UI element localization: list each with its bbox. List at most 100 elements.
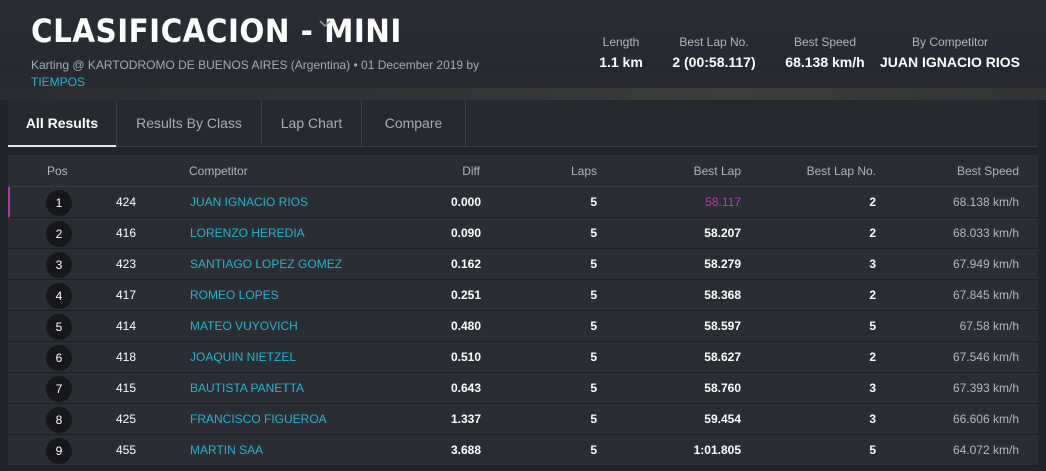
page-title: CLASIFICACION - MINI — [31, 12, 402, 50]
diff-value: 0.251 — [450, 288, 481, 302]
competitor-name[interactable]: SANTIAGO LOPEZ GOMEZ — [190, 257, 343, 271]
competitor-name[interactable]: FRANCISCO FIGUEROA — [190, 412, 327, 426]
best-speed-value: 66.606 km/h — [952, 412, 1019, 426]
stat-value: 2 (00:58.117) — [672, 54, 756, 70]
best-speed-value: 67.845 km/h — [952, 288, 1019, 302]
organizer-link[interactable]: TIEMPOS — [31, 75, 86, 89]
best-lap-value: 58.597 — [704, 319, 741, 333]
diff-value: 0.643 — [450, 381, 481, 395]
best-lap-value: 58.207 — [704, 226, 741, 240]
title-wrap: CLASIFICACION - MINI — [31, 12, 434, 50]
position-badge: 5 — [46, 314, 72, 340]
diff-value: 0.162 — [450, 257, 481, 271]
position-badge: 4 — [46, 283, 72, 309]
table-body: 1 424 JUAN IGNACIO RIOS 0.000 5 58.117 2 68.138… — [8, 187, 1038, 466]
stat-value: 1.1 km — [599, 54, 643, 70]
competitor-name[interactable]: BAUTISTA PANETTA — [190, 381, 305, 395]
kart-number: 423 — [116, 257, 137, 271]
competitor-name[interactable]: LORENZO HEREDIA — [190, 226, 305, 240]
table-header: Pos Competitor Diff Laps Best Lap Best L… — [8, 155, 1038, 187]
kart-number: 418 — [116, 350, 137, 364]
results-table: Pos Competitor Diff Laps Best Lap Best L… — [8, 155, 1038, 466]
stat-label: Best Speed — [793, 35, 857, 49]
laps-value: 5 — [590, 195, 597, 209]
position-badge: 6 — [46, 345, 72, 371]
header-best-lap[interactable]: Best Lap — [693, 164, 741, 178]
laps-value: 5 — [590, 350, 597, 364]
table-row[interactable]: 7 415 BAUTISTA PANETTA 0.643 5 58.760 3 67.393 … — [8, 373, 1038, 404]
competitor-name[interactable]: JUAN IGNACIO RIOS — [190, 195, 309, 209]
best-lap-no-value: 5 — [869, 319, 876, 333]
header-diff[interactable]: Diff — [462, 164, 480, 178]
table-row[interactable]: 9 455 MARTIN SAA 3.688 5 1:01.805 5 64.072 km/h — [8, 435, 1038, 466]
best-speed-value: 68.033 km/h — [952, 226, 1019, 240]
stat-value: 68.138 km/h — [785, 54, 865, 70]
best-lap-no-value: 2 — [869, 288, 876, 302]
competitor-name[interactable]: MARTIN SAA — [190, 443, 264, 457]
laps-value: 5 — [590, 226, 597, 240]
tab-all-results[interactable]: All Results — [8, 100, 117, 147]
competitor-name[interactable]: ROMEO LOPES — [190, 288, 279, 302]
best-lap-value: 58.368 — [704, 288, 741, 302]
diff-value: 0.480 — [450, 319, 481, 333]
tab-lap-chart[interactable]: Lap Chart — [262, 100, 362, 147]
header-best-speed[interactable]: Best Speed — [956, 164, 1019, 178]
diff-value: 1.337 — [450, 412, 481, 426]
laps-value: 5 — [590, 381, 597, 395]
best-lap-value: 58.279 — [704, 257, 741, 271]
kart-number: 415 — [116, 381, 137, 395]
best-speed-value: 68.138 km/h — [952, 195, 1019, 209]
best-lap-value: 58.627 — [704, 350, 741, 364]
header-best-lap-no[interactable]: Best Lap No. — [806, 164, 876, 178]
best-lap-no-value: 2 — [869, 195, 876, 209]
best-lap-no-value: 2 — [869, 226, 876, 240]
stat-best-speed: Best Speed 68.138 km/h — [775, 34, 875, 71]
event-subtitle: Karting @ KARTODROMO DE BUENOS AIRES (Ar… — [31, 57, 531, 91]
kart-number: 414 — [116, 319, 137, 333]
table-row[interactable]: 2 416 LORENZO HEREDIA 0.090 5 58.207 2 68.033 k… — [8, 218, 1038, 249]
stat-best-lap-no: Best Lap No. 2 (00:58.117) — [659, 34, 769, 71]
best-speed-value: 67.546 km/h — [952, 350, 1019, 364]
kart-number: 425 — [116, 412, 137, 426]
best-speed-value: 64.072 km/h — [952, 443, 1019, 457]
header-competitor[interactable]: Competitor — [189, 164, 248, 178]
stat-label: Best Lap No. — [679, 35, 749, 49]
table-row[interactable]: 3 423 SANTIAGO LOPEZ GOMEZ 0.162 5 58.279 3 67.… — [8, 249, 1038, 280]
table-row[interactable]: 5 414 MATEO VUYOVICH 0.480 5 58.597 5 67.58 km/… — [8, 311, 1038, 342]
best-lap-value: 58.117 — [705, 195, 741, 209]
position-badge: 7 — [46, 376, 72, 402]
competitor-name[interactable]: JOAQUIN NIETZEL — [190, 350, 297, 364]
event-info: Karting @ KARTODROMO DE BUENOS AIRES (Ar… — [31, 58, 480, 72]
tab-compare[interactable]: Compare — [362, 100, 466, 147]
diff-value: 0.510 — [450, 350, 481, 364]
best-lap-value: 1:01.805 — [693, 443, 741, 457]
laps-value: 5 — [590, 319, 597, 333]
table-row[interactable]: 4 417 ROMEO LOPES 0.251 5 58.368 2 67.845 km/h — [8, 280, 1038, 311]
tab-results-by-class[interactable]: Results By Class — [117, 100, 262, 147]
best-speed-value: 67.393 km/h — [952, 381, 1019, 395]
kart-number: 455 — [116, 443, 137, 457]
laps-value: 5 — [590, 412, 597, 426]
laps-value: 5 — [590, 443, 597, 457]
laps-value: 5 — [590, 257, 597, 271]
best-lap-value: 59.454 — [704, 412, 741, 426]
position-badge: 1 — [46, 190, 72, 216]
position-badge: 8 — [46, 407, 72, 433]
header-pos[interactable]: Pos — [47, 164, 68, 178]
table-row[interactable]: 1 424 JUAN IGNACIO RIOS 0.000 5 58.117 2 68.138… — [8, 187, 1038, 218]
best-speed-value: 67.949 km/h — [952, 257, 1019, 271]
competitor-name[interactable]: MATEO VUYOVICH — [190, 319, 298, 333]
table-row[interactable]: 6 418 JOAQUIN NIETZEL 0.510 5 58.627 2 67.546 k… — [8, 342, 1038, 373]
header-laps[interactable]: Laps — [570, 164, 597, 178]
stat-value: JUAN IGNACIO RIOS — [880, 54, 1021, 70]
kart-number: 417 — [116, 288, 137, 302]
results-tabs: All Results Results By Class Lap Chart C… — [8, 100, 1038, 147]
stat-label: Length — [602, 35, 640, 49]
diff-value: 0.000 — [450, 195, 481, 209]
kart-number: 416 — [116, 226, 137, 240]
position-badge: 2 — [46, 221, 72, 247]
chevron-down-icon[interactable] — [316, 14, 334, 32]
page-header: CLASIFICACION - MINI Karting @ KARTODROM… — [0, 0, 1046, 100]
table-row[interactable]: 8 425 FRANCISCO FIGUEROA 1.337 5 59.454 3 66.60… — [8, 404, 1038, 435]
laps-value: 5 — [590, 288, 597, 302]
